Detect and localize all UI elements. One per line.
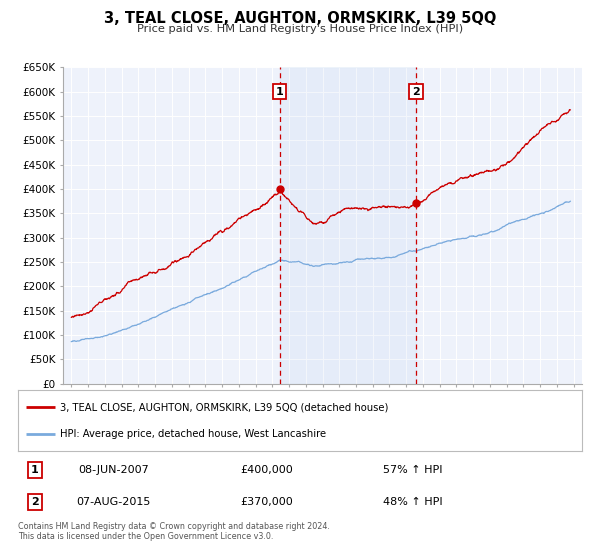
Text: HPI: Average price, detached house, West Lancashire: HPI: Average price, detached house, West…	[60, 429, 326, 439]
Bar	[280, 67, 416, 384]
Text: 07-AUG-2015: 07-AUG-2015	[77, 497, 151, 507]
Text: 48% ↑ HPI: 48% ↑ HPI	[383, 497, 443, 507]
Text: 1: 1	[276, 87, 284, 96]
Text: 1: 1	[31, 465, 39, 475]
Text: 2: 2	[412, 87, 420, 96]
Text: £370,000: £370,000	[240, 497, 293, 507]
Text: Price paid vs. HM Land Registry's House Price Index (HPI): Price paid vs. HM Land Registry's House …	[137, 24, 463, 34]
Text: 3, TEAL CLOSE, AUGHTON, ORMSKIRK, L39 5QQ: 3, TEAL CLOSE, AUGHTON, ORMSKIRK, L39 5Q…	[104, 11, 496, 26]
Text: 2: 2	[31, 497, 39, 507]
Text: Contains HM Land Registry data © Crown copyright and database right 2024.
This d: Contains HM Land Registry data © Crown c…	[18, 522, 330, 542]
Text: £400,000: £400,000	[240, 465, 293, 475]
Text: 57% ↑ HPI: 57% ↑ HPI	[383, 465, 443, 475]
Text: 3, TEAL CLOSE, AUGHTON, ORMSKIRK, L39 5QQ (detached house): 3, TEAL CLOSE, AUGHTON, ORMSKIRK, L39 5Q…	[60, 402, 389, 412]
Text: 08-JUN-2007: 08-JUN-2007	[79, 465, 149, 475]
